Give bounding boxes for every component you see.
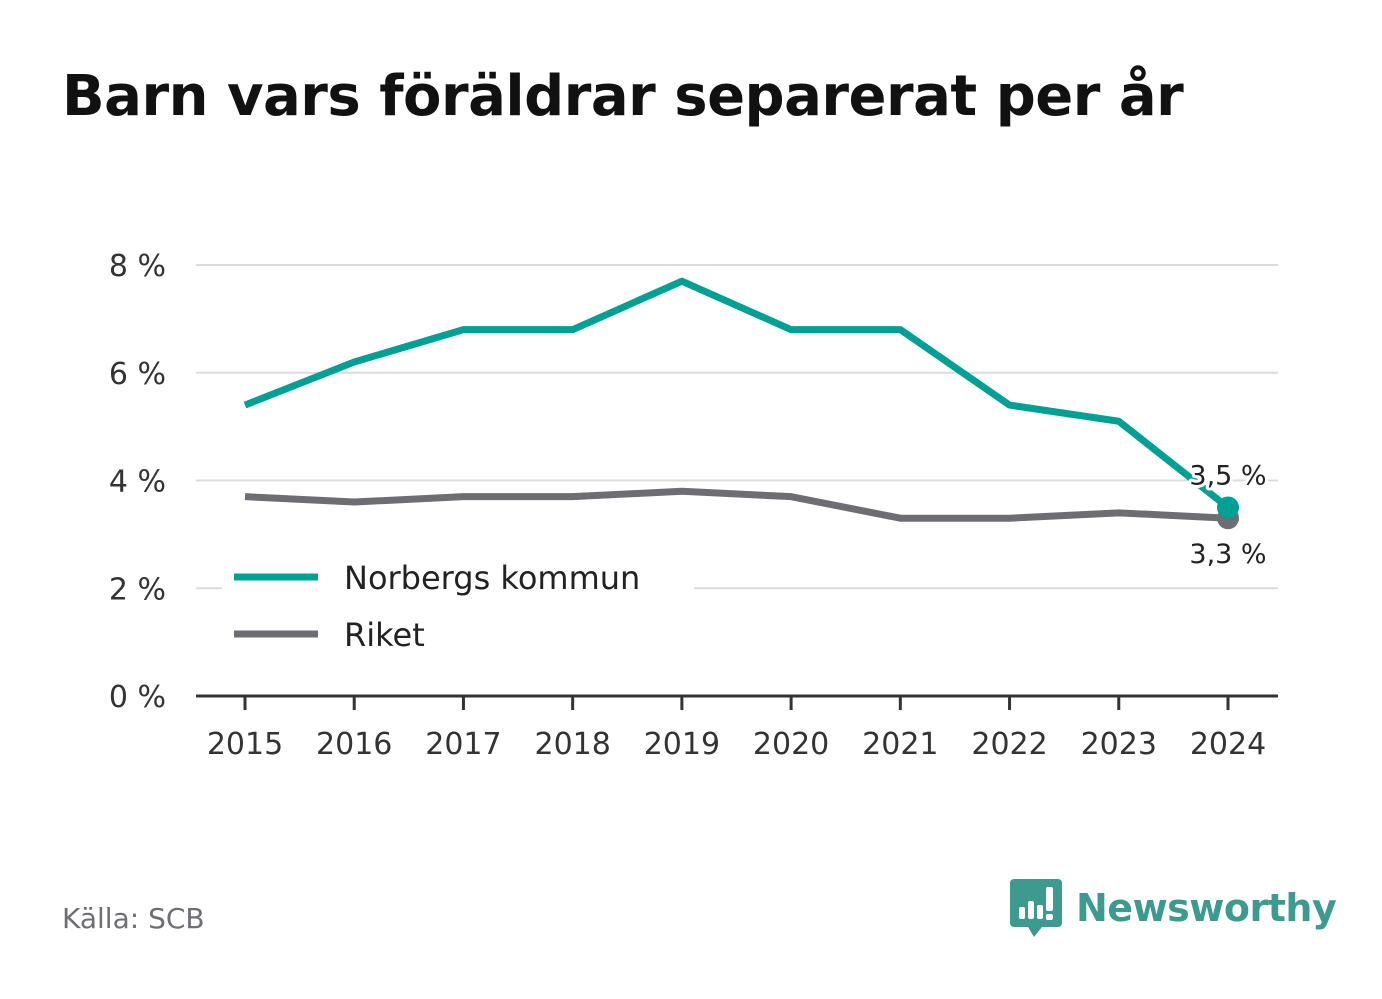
x-tick-label: 2024: [1190, 727, 1266, 762]
y-tick-label: 8 %: [109, 249, 166, 284]
series-line: [244, 487, 1229, 522]
series-lines: [243, 277, 1239, 530]
x-axis-ticks: 2015 2016 2017 2018 2019 2020 2021 2022 2023 2024: [207, 696, 1266, 762]
x-tick-label: 2020: [753, 727, 829, 762]
x-tick-label: 2021: [862, 727, 938, 762]
legend-label: Riket: [344, 616, 425, 654]
chart-title: Barn vars föräldrar separerat per år: [62, 64, 1184, 129]
x-tick-label: 2022: [971, 727, 1047, 762]
end-label-halo: 3,3 %: [1189, 539, 1266, 570]
y-tick-label: 4 %: [109, 465, 166, 500]
y-axis-ticks: 0 % 2 % 4 % 6 % 8 %: [109, 249, 166, 715]
x-tick-label: 2017: [425, 727, 501, 762]
x-tick-label: 2019: [644, 727, 720, 762]
x-tick-label: 2023: [1081, 727, 1157, 762]
end-label-halo: 3,5 %: [1189, 460, 1266, 491]
bar-chart-speech-bubble-icon: [1010, 879, 1062, 937]
y-tick-label: 2 %: [109, 572, 166, 607]
brand-name: Newsworthy: [1076, 886, 1337, 930]
x-tick-label: 2016: [316, 727, 392, 762]
x-tick-label: 2015: [207, 727, 283, 762]
series-end-point: [1217, 496, 1239, 519]
y-tick-label: 0 %: [109, 680, 166, 715]
series-line: [243, 277, 1231, 511]
legend-label: Norbergs kommun: [344, 559, 640, 597]
grid-lines: [196, 264, 1278, 590]
legend-background: [222, 548, 694, 660]
legend: Norbergs kommun Riket: [222, 548, 694, 660]
end-labels: 3,5 %3,5 %3,3 %3,3 %: [1186, 457, 1269, 573]
y-tick-label: 6 %: [109, 357, 166, 392]
source-note: Källa: SCB: [62, 902, 205, 935]
brand-logo: Newsworthy: [1010, 876, 1337, 940]
end-value-label: 3,5 %: [1189, 460, 1266, 491]
end-value-label: 3,3 %: [1189, 539, 1266, 570]
x-tick-label: 2018: [534, 727, 610, 762]
